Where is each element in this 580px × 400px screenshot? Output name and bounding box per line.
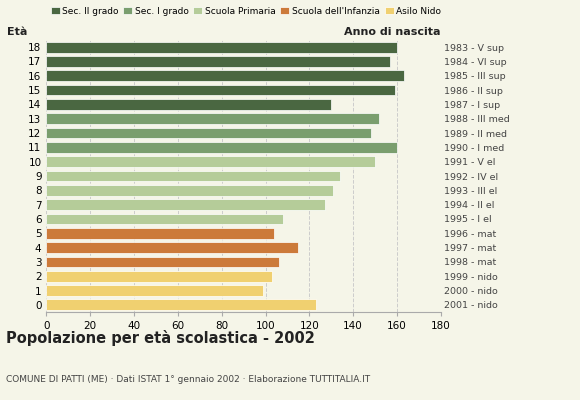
Bar: [46, 256, 278, 267]
Bar: [46, 99, 331, 110]
Bar: [46, 142, 397, 153]
Bar: [46, 228, 274, 239]
Bar: [46, 185, 333, 196]
Bar: [46, 113, 379, 124]
Bar: [46, 128, 371, 138]
Bar: [46, 285, 263, 296]
Text: Anno di nascita: Anno di nascita: [345, 27, 441, 37]
Legend: Sec. II grado, Sec. I grado, Scuola Primaria, Scuola dell'Infanzia, Asilo Nido: Sec. II grado, Sec. I grado, Scuola Prim…: [47, 3, 445, 19]
Bar: [46, 56, 390, 67]
Bar: [46, 242, 298, 253]
Bar: [46, 42, 397, 52]
Bar: [46, 199, 325, 210]
Bar: [46, 70, 404, 81]
Bar: [46, 156, 375, 167]
Text: Età: Età: [7, 27, 27, 37]
Text: Popolazione per età scolastica - 2002: Popolazione per età scolastica - 2002: [6, 330, 315, 346]
Bar: [46, 300, 316, 310]
Bar: [46, 171, 340, 181]
Bar: [46, 85, 395, 96]
Bar: [46, 271, 272, 282]
Text: COMUNE DI PATTI (ME) · Dati ISTAT 1° gennaio 2002 · Elaborazione TUTTITALIA.IT: COMUNE DI PATTI (ME) · Dati ISTAT 1° gen…: [6, 375, 370, 384]
Bar: [46, 214, 283, 224]
